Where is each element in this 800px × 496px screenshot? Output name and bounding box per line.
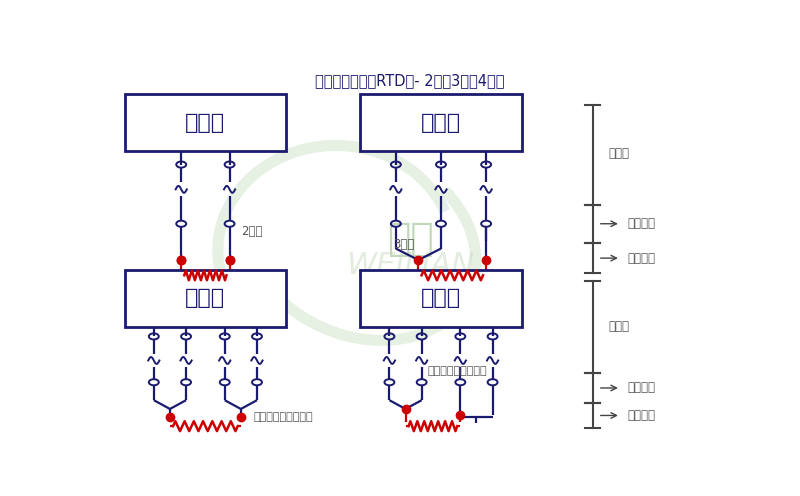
- FancyBboxPatch shape: [360, 270, 522, 327]
- FancyBboxPatch shape: [360, 94, 522, 151]
- Text: 变送器: 变送器: [186, 288, 226, 308]
- Text: 变送器: 变送器: [186, 113, 226, 132]
- Text: 3线制: 3线制: [393, 238, 414, 251]
- Text: 维连: 维连: [386, 220, 434, 258]
- Text: 2线制: 2线制: [241, 225, 262, 238]
- Text: 变送器: 变送器: [421, 288, 461, 308]
- Text: 四线制有配对端子线: 四线制有配对端子线: [254, 412, 313, 422]
- Text: 电阻元件: 电阻元件: [627, 251, 655, 265]
- Text: 内部导线: 内部导线: [627, 217, 655, 230]
- Text: 四线制没有补偿回路: 四线制没有补偿回路: [428, 366, 487, 376]
- Text: 铜导线: 铜导线: [609, 320, 630, 333]
- Text: 电阻元件: 电阻元件: [627, 409, 655, 422]
- Text: 热电阻传感器（RTD）- 2线、3线、4线制: 热电阻传感器（RTD）- 2线、3线、4线制: [315, 73, 505, 88]
- FancyBboxPatch shape: [125, 94, 286, 151]
- Text: 变送器: 变送器: [421, 113, 461, 132]
- FancyBboxPatch shape: [125, 270, 286, 327]
- Text: WEILIAN: WEILIAN: [346, 251, 474, 280]
- Text: 内部导线: 内部导线: [627, 381, 655, 394]
- Text: 铜导线: 铜导线: [609, 147, 630, 160]
